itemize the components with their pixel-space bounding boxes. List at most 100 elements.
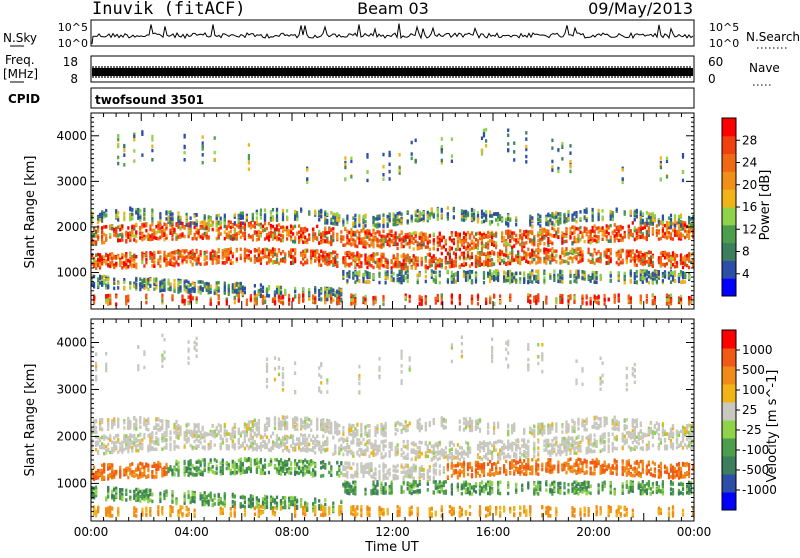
power-cell [523,242,525,246]
power-cell [332,250,334,254]
power-cell [214,136,216,140]
power-cell [250,297,252,301]
power-cell [497,278,499,282]
power-cell [391,240,393,244]
power-cell [588,259,590,263]
power-cell [437,236,439,240]
power-cell [511,246,513,250]
power-cell [264,300,266,304]
power-cell [206,261,208,265]
power-cell [310,250,312,254]
power-cell [266,255,268,259]
power-cell [117,234,119,238]
power-cell [437,264,439,268]
power-cell [485,210,487,214]
power-cell [517,238,519,242]
power-cell [206,285,208,289]
power-cell [151,149,153,153]
power-cell [115,227,117,231]
power-cell [228,231,230,235]
power-cell [475,255,477,259]
power-cell [451,301,453,305]
power-cell [505,222,507,226]
power-cell [399,219,401,223]
power-cell [417,247,419,251]
power-cell [300,261,302,265]
power-cell [218,297,220,301]
power-cell [270,258,272,262]
power-cell [389,218,391,222]
power-cell [336,301,338,305]
power-cell [579,226,581,230]
power-cell [382,224,384,228]
power-cell [228,293,230,297]
power-cell [479,232,481,236]
power-cell [362,229,364,233]
power-cell [598,226,600,230]
power-cell [252,224,254,228]
power-cell [171,212,173,216]
power-cell [188,223,190,227]
power-cell [232,283,234,287]
power-cell [139,277,141,281]
power-cell [161,279,163,283]
power-cell [529,278,531,282]
power-cell [121,225,123,229]
power-cell [159,259,161,263]
power-cell [200,226,202,230]
power-cell [254,301,256,305]
power-cell [188,256,190,260]
power-cell [141,130,143,134]
power-cell [352,274,354,278]
power-cell [451,271,453,275]
power-cell [149,278,151,282]
power-cell [463,262,465,266]
power-cell [204,256,206,260]
power-cell [455,264,457,268]
power-cell [403,239,405,243]
power-cell [188,252,190,256]
power-cell [360,261,362,265]
power-cell [350,238,352,242]
power-cell [175,251,177,255]
power-cell [125,266,127,270]
power-cell [212,223,214,227]
power-cell [129,236,131,240]
power-cell [99,253,101,257]
power-cell [216,261,218,265]
power-cell [278,228,280,232]
power-cell [300,208,302,212]
power-cell [590,234,592,238]
power-cell [358,256,360,260]
power-cell [330,211,332,215]
power-cell [318,253,320,257]
power-cell [159,250,161,254]
power-cell [236,282,238,286]
power-cell [276,219,278,223]
power-cell [179,287,181,291]
power-cell [238,214,240,218]
power-cell [173,290,175,294]
power-cell [545,231,547,235]
power-cell [577,227,579,231]
power-cell [188,281,190,285]
power-cell [477,247,479,251]
power-cell [266,261,268,265]
power-cell [163,279,165,283]
power-cell [352,216,354,220]
power-cell [153,287,155,291]
power-cell [188,295,190,299]
power-cell [167,219,169,223]
power-cell [352,298,354,302]
power-cell [188,288,190,292]
power-cell [93,259,95,263]
power-cell [407,266,409,270]
power-cell [491,272,493,276]
power-cell [590,260,592,264]
power-cell [139,216,141,220]
power-cell [433,254,435,258]
power-cell [376,252,378,256]
power-cell [210,302,212,306]
power-cell [374,261,376,265]
power-cell [596,235,598,239]
